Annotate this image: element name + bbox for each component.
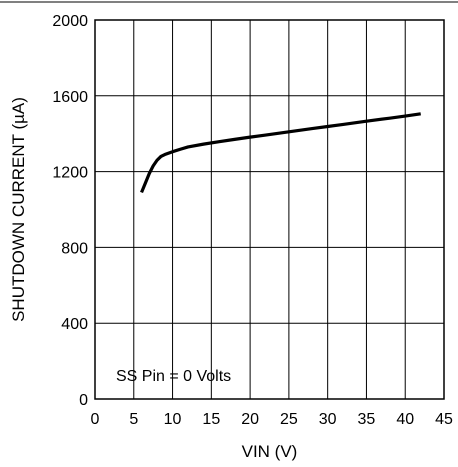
x-tick-label-0: 0 <box>91 411 100 428</box>
y-tick-label-0: 0 <box>79 392 88 409</box>
x-axis-title: VIN (V) <box>242 442 298 461</box>
y-tick-label-2000: 2000 <box>52 13 88 30</box>
x-tick-label-35: 35 <box>358 411 376 428</box>
x-tick-label-25: 25 <box>280 411 298 428</box>
annotation-ss-pin: SS Pin = 0 Volts <box>116 368 231 385</box>
x-tick-label-10: 10 <box>164 411 182 428</box>
series-layer <box>140 112 421 194</box>
series-line-0 <box>140 112 421 194</box>
grid <box>95 20 444 399</box>
x-tick-label-5: 5 <box>129 411 138 428</box>
x-tick-label-20: 20 <box>241 411 259 428</box>
y-tick-label-1600: 1600 <box>52 89 88 106</box>
y-tick-label-400: 400 <box>61 316 88 333</box>
y-tick-label-800: 800 <box>61 240 88 257</box>
x-tick-label-30: 30 <box>319 411 337 428</box>
x-tick-label-15: 15 <box>202 411 220 428</box>
x-tick-label-40: 40 <box>396 411 414 428</box>
x-tick-label-45: 45 <box>435 411 453 428</box>
y-tick-label-1200: 1200 <box>52 165 88 182</box>
plot-frame <box>94 19 445 400</box>
tick-labels: 0 5 10 15 20 25 30 35 40 45 0 400 800 1200 1600 2000 <box>52 13 453 428</box>
y-axis-title: SHUTDOWN CURRENT (µA) <box>9 97 28 322</box>
